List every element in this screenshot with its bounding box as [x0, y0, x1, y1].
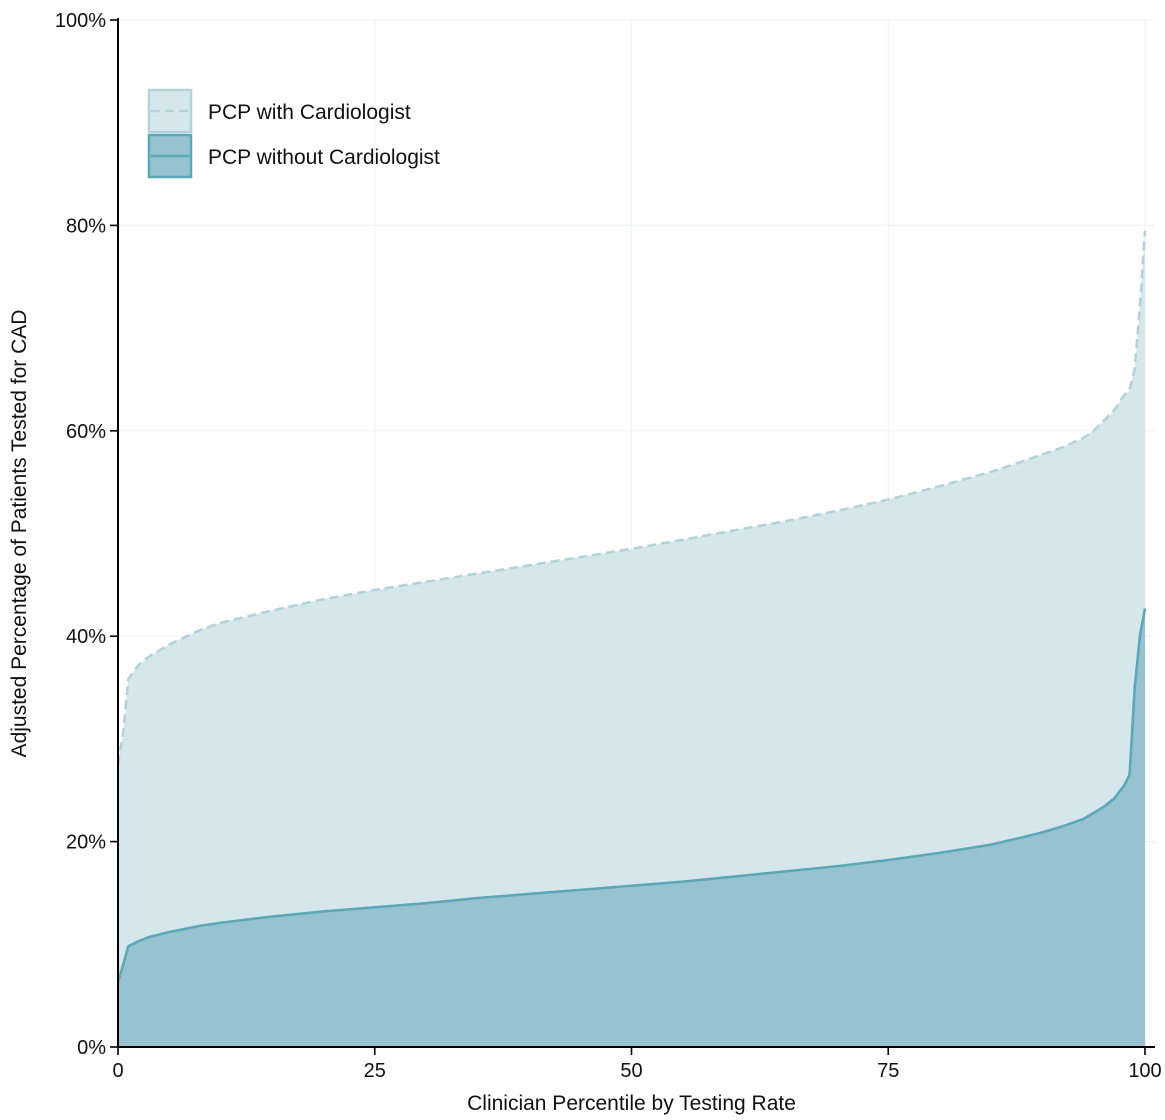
x-tick-label: 50: [620, 1060, 642, 1082]
x-tick-label: 100: [1128, 1060, 1161, 1082]
area-without-cardiologist: [118, 608, 1145, 1047]
line-with-cardiologist: [116, 230, 1147, 765]
legend-label-without-cardiologist: PCP without Cardiologist: [208, 146, 440, 169]
ticks: 0% 20% 40% 60% 80% 100% 0 25 50 75 100: [55, 10, 1162, 1082]
y-tick-label: 0%: [77, 1037, 106, 1059]
legend-label-with-cardiologist: PCP with Cardiologist: [208, 101, 411, 124]
x-tick-label: 75: [877, 1060, 899, 1082]
y-tick-label: 100%: [55, 10, 106, 32]
legend: PCP with Cardiologist PCP without Cardio…: [147, 88, 440, 179]
x-tick-label: 25: [364, 1060, 386, 1082]
y-tick-label: 20%: [66, 832, 106, 854]
line-without-cardiologist: [116, 608, 1147, 983]
x-tick-label: 0: [112, 1060, 123, 1082]
y-tick-label: 40%: [66, 626, 106, 648]
x-axis-title: Clinician Percentile by Testing Rate: [467, 1092, 796, 1115]
legend-entry-without-cardiologist: PCP without Cardiologist: [147, 133, 440, 179]
y-tick-label: 60%: [66, 421, 106, 443]
y-axis-title: Adjusted Percentage of Patients Tested f…: [8, 310, 31, 758]
legend-entry-with-cardiologist: PCP with Cardiologist: [147, 88, 411, 134]
plot-areas: [116, 230, 1147, 1047]
axes: [117, 18, 1155, 1048]
area-with-cardiologist: [118, 230, 1145, 1047]
y-tick-label: 80%: [66, 215, 106, 237]
